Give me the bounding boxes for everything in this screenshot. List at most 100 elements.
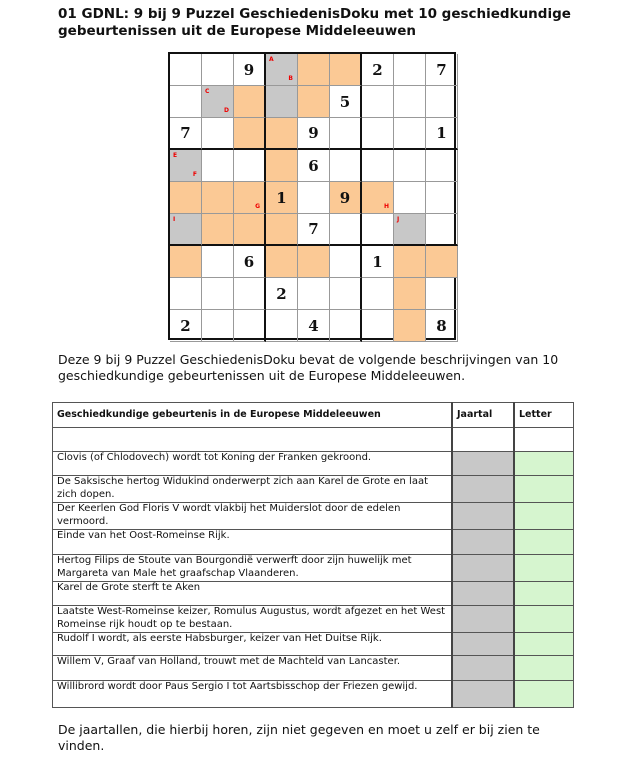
sudoku-cell[interactable] [330,118,362,150]
sudoku-cell[interactable] [394,54,426,86]
year-input-cell[interactable] [451,680,515,708]
year-input-cell[interactable] [451,451,515,476]
year-input-cell[interactable] [451,529,515,555]
sudoku-cell[interactable] [234,214,266,246]
sudoku-cell[interactable]: 9 [234,54,266,86]
sudoku-cell[interactable]: 9 [298,118,330,150]
sudoku-cell[interactable]: 7 [170,118,202,150]
letter-input-cell[interactable] [513,680,574,708]
sudoku-cell[interactable] [170,246,202,278]
year-input-cell[interactable] [451,427,515,452]
sudoku-cell[interactable] [362,118,394,150]
sudoku-cell[interactable] [298,246,330,278]
sudoku-cell[interactable] [426,278,458,310]
sudoku-cell[interactable] [266,118,298,150]
sudoku-cell[interactable]: 9 [330,182,362,214]
year-input-cell[interactable] [451,632,515,656]
letter-input-cell[interactable] [513,529,574,555]
sudoku-cell[interactable] [394,182,426,214]
sudoku-cell[interactable] [170,278,202,310]
sudoku-cell[interactable] [170,54,202,86]
sudoku-cell[interactable]: 8 [426,310,458,342]
letter-input-cell[interactable] [513,451,574,476]
sudoku-cell[interactable] [362,214,394,246]
sudoku-cell[interactable] [426,214,458,246]
sudoku-cell[interactable] [170,86,202,118]
sudoku-cell[interactable] [394,86,426,118]
sudoku-cell[interactable]: I [170,214,202,246]
sudoku-cell[interactable] [394,278,426,310]
letter-input-cell[interactable] [513,605,574,633]
sudoku-cell[interactable]: 7 [426,54,458,86]
sudoku-cell[interactable] [234,278,266,310]
letter-input-cell[interactable] [513,554,574,582]
sudoku-cell[interactable]: 1 [426,118,458,150]
year-input-cell[interactable] [451,475,515,503]
year-input-cell[interactable] [451,581,515,606]
sudoku-cell[interactable]: 5 [330,86,362,118]
sudoku-cell[interactable] [426,246,458,278]
sudoku-cell[interactable]: G [234,182,266,214]
sudoku-cell[interactable] [426,150,458,182]
sudoku-cell[interactable] [330,310,362,342]
sudoku-cell[interactable] [202,182,234,214]
sudoku-cell[interactable] [298,54,330,86]
sudoku-cell[interactable] [202,118,234,150]
sudoku-cell[interactable] [234,118,266,150]
sudoku-cell[interactable] [362,86,394,118]
year-input-cell[interactable] [451,655,515,681]
year-input-cell[interactable] [451,554,515,582]
letter-input-cell[interactable] [513,632,574,656]
sudoku-cell[interactable]: 2 [170,310,202,342]
sudoku-cell[interactable]: 6 [298,150,330,182]
sudoku-cell[interactable] [202,310,234,342]
sudoku-cell[interactable]: H [362,182,394,214]
sudoku-cell[interactable] [202,54,234,86]
sudoku-cell[interactable] [298,86,330,118]
sudoku-cell[interactable]: 2 [362,54,394,86]
sudoku-cell[interactable] [330,278,362,310]
sudoku-cell[interactable] [266,310,298,342]
year-input-cell[interactable] [451,502,515,530]
sudoku-cell[interactable]: 7 [298,214,330,246]
sudoku-cell[interactable] [266,86,298,118]
letter-input-cell[interactable] [513,655,574,681]
sudoku-cell[interactable]: J [394,214,426,246]
sudoku-cell[interactable] [266,246,298,278]
sudoku-cell[interactable] [170,182,202,214]
sudoku-cell[interactable] [394,310,426,342]
sudoku-cell[interactable] [234,86,266,118]
sudoku-cell[interactable] [266,214,298,246]
year-input-cell[interactable] [451,605,515,633]
sudoku-cell[interactable]: 1 [362,246,394,278]
letter-input-cell[interactable] [513,475,574,503]
sudoku-cell[interactable] [362,150,394,182]
sudoku-cell[interactable] [330,54,362,86]
sudoku-cell[interactable] [394,150,426,182]
sudoku-cell[interactable]: 1 [266,182,298,214]
sudoku-cell[interactable] [298,278,330,310]
sudoku-cell[interactable] [394,118,426,150]
sudoku-cell[interactable]: 6 [234,246,266,278]
sudoku-cell[interactable] [202,214,234,246]
sudoku-cell[interactable] [202,278,234,310]
sudoku-cell[interactable] [202,246,234,278]
sudoku-cell[interactable] [234,150,266,182]
sudoku-cell[interactable] [234,310,266,342]
letter-input-cell[interactable] [513,427,574,452]
sudoku-cell[interactable] [394,246,426,278]
letter-input-cell[interactable] [513,581,574,606]
sudoku-cell[interactable]: 4 [298,310,330,342]
sudoku-cell[interactable] [426,182,458,214]
sudoku-cell[interactable] [362,310,394,342]
sudoku-cell[interactable] [330,214,362,246]
sudoku-cell[interactable]: 2 [266,278,298,310]
sudoku-cell[interactable] [330,246,362,278]
sudoku-cell[interactable] [362,278,394,310]
sudoku-cell[interactable] [330,150,362,182]
sudoku-cell[interactable] [202,150,234,182]
letter-input-cell[interactable] [513,502,574,530]
